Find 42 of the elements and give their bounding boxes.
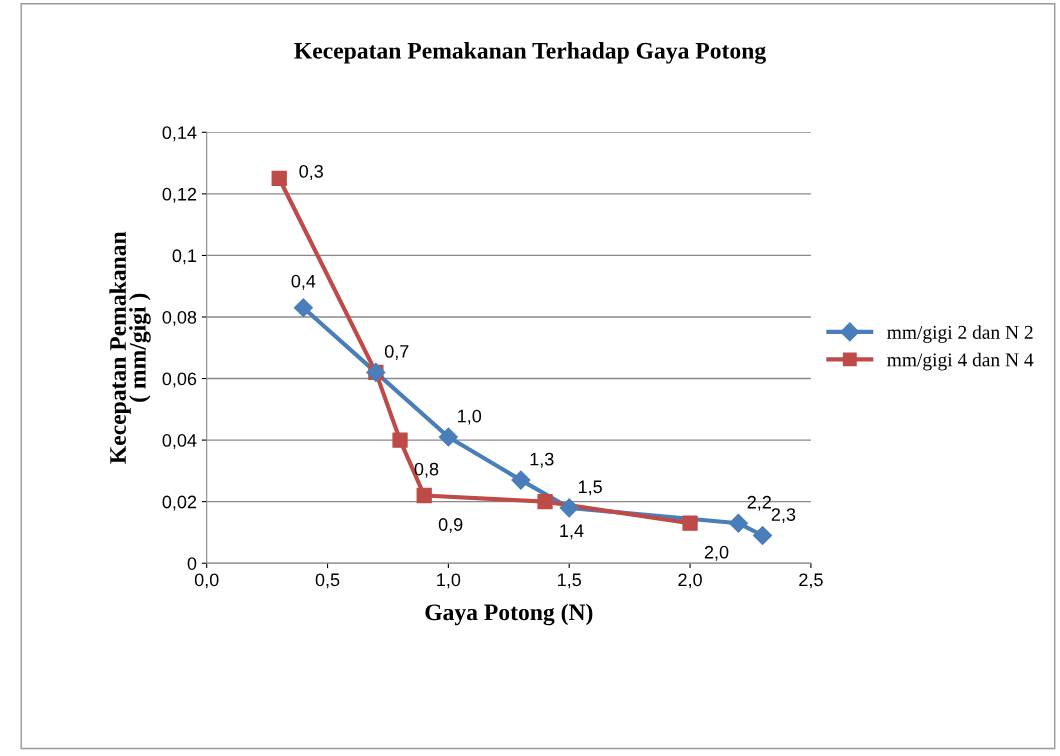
point bbox=[416, 487, 432, 504]
point bbox=[392, 432, 408, 448]
annotation: 0,9 bbox=[438, 518, 463, 534]
annotation: 1,3 bbox=[530, 452, 554, 468]
point bbox=[293, 298, 313, 318]
annotation: 0,3 bbox=[299, 164, 323, 180]
x-tick-label: 2,0 bbox=[678, 573, 702, 589]
legend-label: mm/gigi 4 dan N 4 bbox=[887, 352, 1034, 371]
x-tick-label: 1,0 bbox=[437, 573, 461, 589]
annotation: 0,4 bbox=[291, 274, 316, 290]
y-tick-label: 0,08 bbox=[162, 310, 197, 326]
y-tick-label: 0 bbox=[187, 557, 197, 570]
y-axis-title: Kecepatan Pemakanan ( mm/gigi ) bbox=[109, 231, 151, 464]
x-tick-label: 0,0 bbox=[194, 573, 219, 589]
annotation: 1,4 bbox=[560, 524, 584, 540]
annotation: 0,8 bbox=[414, 462, 439, 478]
annotation: 1,5 bbox=[578, 480, 602, 496]
y-tick-label: 0,04 bbox=[162, 434, 197, 449]
y-tick-label: 0,1 bbox=[172, 249, 197, 265]
x-axis-title: Gaya Potong (N) bbox=[425, 603, 593, 626]
annotation: 2,2 bbox=[747, 495, 771, 511]
point bbox=[728, 513, 748, 533]
y-tick-label: 0,12 bbox=[162, 187, 197, 203]
point bbox=[511, 470, 531, 490]
legend-label: mm/gigi 2 dan N 2 bbox=[887, 325, 1033, 343]
x-tick-label: 1,5 bbox=[558, 573, 582, 589]
point bbox=[753, 525, 773, 546]
annotation: 0,7 bbox=[384, 345, 409, 360]
y-tick-label: 0,02 bbox=[162, 495, 197, 511]
y-tick-label: 0,14 bbox=[162, 126, 197, 142]
annotation: 2,3 bbox=[771, 508, 796, 524]
annotation: 2,0 bbox=[704, 545, 729, 561]
annotation: 1,0 bbox=[458, 409, 482, 425]
point bbox=[559, 498, 579, 518]
point bbox=[682, 515, 698, 531]
chart-title: Kecepatan Pemakanan Terhadap Gaya Potong bbox=[294, 42, 766, 64]
y-tick-label: 0,06 bbox=[162, 372, 197, 388]
point bbox=[537, 494, 553, 510]
x-tick-label: 2,5 bbox=[799, 573, 823, 589]
point bbox=[438, 427, 458, 447]
x-tick-label: 0,5 bbox=[315, 573, 340, 589]
point bbox=[271, 170, 287, 187]
